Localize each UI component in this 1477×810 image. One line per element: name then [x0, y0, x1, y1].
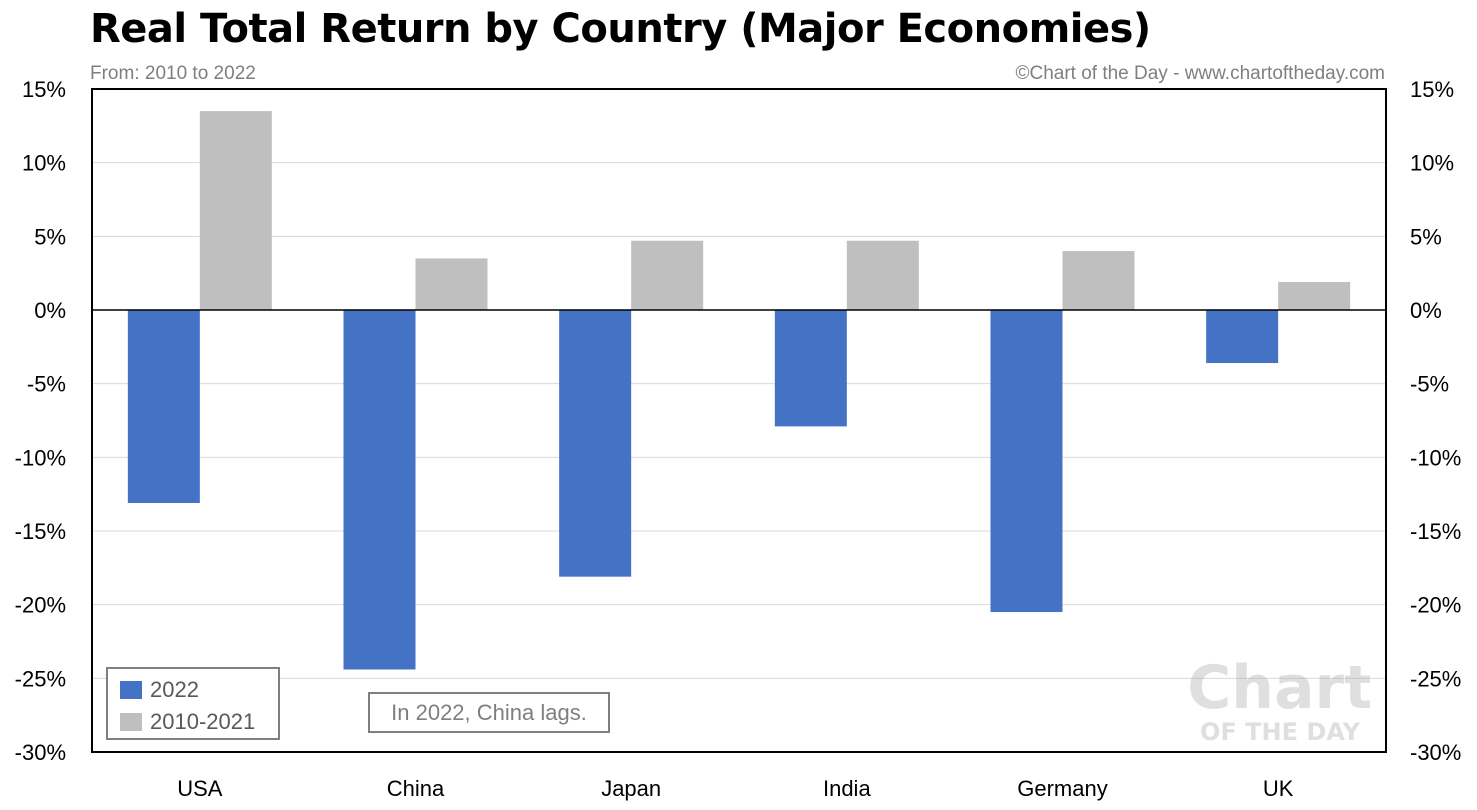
chart-subtitle: From: 2010 to 2022	[90, 63, 256, 84]
bar-usa-2010-2021	[199, 111, 272, 310]
bar-china-2010-2021	[415, 258, 488, 310]
y-tick-label-left: 15%	[22, 77, 66, 102]
y-tick-label-left: -25%	[15, 666, 66, 691]
bar-japan-2010-2021	[631, 240, 704, 310]
x-category-label: India	[823, 776, 871, 801]
bar-usa-2022	[127, 310, 200, 504]
y-tick-label-right: 0%	[1410, 298, 1442, 323]
chart-credit: ©Chart of the Day - www.chartoftheday.co…	[1015, 63, 1385, 84]
legend-swatch-2010-2021	[120, 713, 142, 731]
y-tick-label-right: -10%	[1410, 445, 1461, 470]
y-tick-label-left: -30%	[15, 740, 66, 765]
legend-item-2022: 2022	[120, 675, 199, 705]
chart-legend: 2022 2010-2021	[106, 667, 280, 740]
bar-uk-2022	[1206, 310, 1279, 364]
axes	[91, 88, 1387, 753]
bar-germany-2010-2021	[1062, 251, 1135, 310]
bar-china-2022	[343, 310, 416, 670]
y-tick-label-left: 5%	[34, 224, 66, 249]
bar-uk-2010-2021	[1278, 282, 1351, 310]
bar-india-2022	[774, 310, 847, 427]
y-tick-label-left: -10%	[15, 445, 66, 470]
legend-swatch-2022	[120, 681, 142, 699]
chart-annotation: In 2022, China lags.	[368, 692, 610, 733]
y-tick-label-right: 10%	[1410, 151, 1454, 176]
y-tick-label-left: -5%	[27, 372, 66, 397]
chart-title: Real Total Return by Country (Major Econ…	[90, 6, 1151, 52]
y-tick-label-right: -20%	[1410, 593, 1461, 618]
bar-germany-2022	[990, 310, 1063, 613]
bar-india-2010-2021	[846, 240, 919, 310]
y-tick-label-left: -15%	[15, 519, 66, 544]
legend-label-2010-2021: 2010-2021	[150, 709, 256, 734]
y-tick-label-right: -30%	[1410, 740, 1461, 765]
gridlines	[92, 88, 1386, 753]
watermark-line1: Chart	[1190, 653, 1370, 723]
chart-of-the-day-logo: Chart OF THE DAY	[1187, 650, 1373, 746]
bars	[127, 111, 1351, 670]
y-tick-label-left: 10%	[22, 151, 66, 176]
y-tick-label-right: -25%	[1410, 666, 1461, 691]
x-category-label: USA	[177, 776, 223, 801]
bar-japan-2022	[559, 310, 632, 577]
y-tick-label-right: 15%	[1410, 77, 1454, 102]
plot-area-border	[91, 88, 1387, 753]
y-tick-label-right: -15%	[1410, 519, 1461, 544]
y-tick-label-left: -20%	[15, 593, 66, 618]
y-tick-label-right: -5%	[1410, 372, 1449, 397]
legend-label-2022: 2022	[150, 677, 199, 702]
tick-labels: 15% 15% 10% 10% 5% 5% 0% 0% -5% -5% -10% -10% -15% -1…	[15, 77, 1462, 801]
y-tick-label-right: 5%	[1410, 224, 1442, 249]
watermark-line2: OF THE DAY	[1200, 718, 1361, 745]
x-category-label: Japan	[601, 776, 661, 801]
x-category-label: Germany	[1017, 776, 1107, 801]
x-category-label: UK	[1263, 776, 1294, 801]
y-tick-label-left: 0%	[34, 298, 66, 323]
x-category-label: China	[387, 776, 445, 801]
legend-item-2010-2021: 2010-2021	[120, 707, 255, 737]
